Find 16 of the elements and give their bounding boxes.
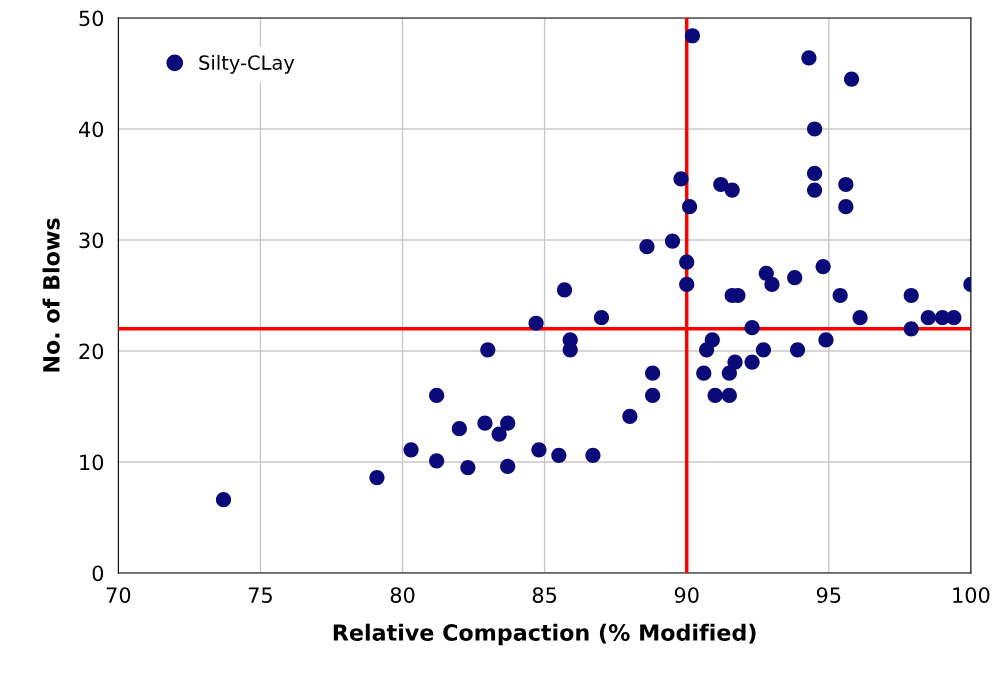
- legend-label: Silty-CLay: [199, 54, 295, 74]
- x-tick-label: 100: [953, 587, 990, 603]
- x-axis-title: Relative Compaction (% Modified): [333, 623, 756, 646]
- y-tick-label: 10: [80, 454, 104, 471]
- x-tick-label: 90: [674, 587, 699, 603]
- x-tick-label: 70: [106, 587, 131, 603]
- x-tick-label: 75: [248, 587, 272, 603]
- x-tick-label: 80: [390, 587, 415, 603]
- y-axis-title: No. of Blows: [42, 218, 60, 372]
- x-tick-label: 95: [816, 587, 841, 603]
- x-tick-label: 85: [532, 587, 557, 603]
- y-tick-label: 50: [79, 10, 104, 27]
- y-tick-label: 0: [92, 565, 104, 582]
- y-tick-label: 30: [79, 232, 104, 249]
- y-tick-label: 40: [78, 121, 104, 138]
- y-tick-label: 20: [79, 343, 104, 360]
